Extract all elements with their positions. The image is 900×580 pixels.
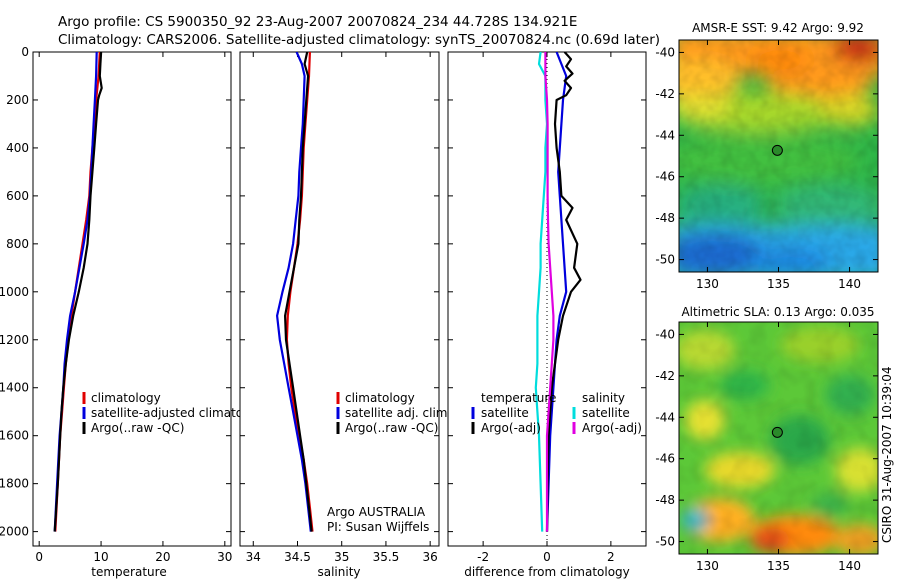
- difference-axis-ticks: -2 0 2: [448, 51, 646, 564]
- x-tick-label: 35: [334, 550, 349, 564]
- x-tick-label: 34: [246, 550, 261, 564]
- x-tick-label: 36: [423, 550, 438, 564]
- x-tick-label: 140: [838, 559, 861, 573]
- y-tick-label: 1800: [0, 477, 29, 491]
- series-line-temperature-argo-adj-: [545, 52, 582, 532]
- temperature-panel: 0 10 20 30 0 200 400 600 800 1000 1200 1400 1600 1800…: [0, 45, 269, 579]
- sla-map-title: Altimetric SLA: 0.13 Argo: 0.035: [681, 305, 874, 319]
- temperature-legend: climatology satellite-adjusted climatolo…: [82, 391, 269, 435]
- y-tick-label: -46: [655, 452, 675, 466]
- x-tick-label: 130: [696, 559, 719, 573]
- salinity-annotation-line1: Argo AUSTRALIA: [327, 505, 426, 519]
- y-tick-label: -50: [655, 535, 675, 549]
- x-tick-label: 10: [93, 550, 108, 564]
- series-line-argo-raw-qc-: [53, 52, 103, 532]
- y-tick-label: 1400: [0, 381, 29, 395]
- temperature-axes-box: [32, 51, 232, 547]
- y-tick-label: -50: [655, 253, 675, 267]
- y-tick-label: -48: [655, 493, 675, 507]
- x-tick-label: 30: [217, 550, 232, 564]
- y-tick-label: 800: [6, 237, 29, 251]
- x-tick-label: 140: [838, 277, 861, 291]
- series-line-temperature-satellite: [545, 52, 568, 532]
- temperature-xlabel: temperature: [91, 565, 166, 579]
- legend-label: climatology: [345, 391, 415, 405]
- x-tick-label: 135: [767, 559, 790, 573]
- y-tick-label: 400: [6, 141, 29, 155]
- sst-map-title: AMSR-E SST: 9.42 Argo: 9.92: [692, 21, 864, 35]
- sla-map-axis-ticks: 130 135 140 -40 -42 -44 -46 -48 -50: [655, 322, 878, 573]
- y-tick-label: 600: [6, 189, 29, 203]
- x-tick-label: 135: [767, 277, 790, 291]
- x-tick-label: 2: [607, 550, 615, 564]
- y-tick-label: 1000: [0, 285, 29, 299]
- difference-lines: [534, 52, 582, 540]
- series-line-salinity-argo-adj-: [544, 52, 555, 532]
- y-tick-label: 0: [21, 45, 29, 59]
- y-tick-label: -42: [655, 369, 675, 383]
- sst-map-axis-ticks: 130 135 140 -40 -42 -44 -46 -48 -50: [655, 40, 878, 291]
- salinity-legend: climatology satellite adj. clim. Argo(..…: [336, 391, 451, 435]
- series-line-salinity-satellite: [534, 52, 549, 532]
- y-tick-label: 200: [6, 93, 29, 107]
- legend-label: Argo(-adj): [582, 421, 642, 435]
- temperature-axis-ticks: 0 10 20 30 0 200 400 600 800 1000 1200 1400 1600 1800…: [0, 45, 232, 564]
- x-tick-label: 34.5: [284, 550, 311, 564]
- legend-group-title-temperature: temperature: [481, 391, 556, 405]
- legend-label: climatology: [91, 391, 161, 405]
- salinity-panel: 34 34.5 35 35.5 36 salinity climatology sate…: [239, 51, 451, 579]
- salinity-axis-ticks: 34 34.5 35 35.5 36: [240, 51, 439, 564]
- y-tick-label: -40: [655, 327, 675, 341]
- y-tick-label: -44: [655, 128, 675, 142]
- y-tick-label: -48: [655, 211, 675, 225]
- y-tick-label: -42: [655, 87, 675, 101]
- legend-label: Argo(-adj): [481, 421, 541, 435]
- argo-position-marker: [771, 426, 783, 438]
- legend-label: satellite adj. clim.: [345, 406, 451, 420]
- x-tick-label: 35.5: [373, 550, 400, 564]
- sla-map-field: [679, 322, 878, 554]
- legend-label: satellite-adjusted climatology: [91, 406, 269, 420]
- sst-map-panel: AMSR-E SST: 9.42 Argo: 9.92: [655, 21, 879, 291]
- y-tick-label: -46: [655, 170, 675, 184]
- salinity-annotation-line2: PI: Susan Wijffels: [327, 520, 429, 534]
- figure-title-line1: Argo profile: CS 5900350_92 23-Aug-2007 …: [58, 14, 577, 30]
- salinity-xlabel: salinity: [317, 565, 360, 579]
- y-tick-label: 1600: [0, 429, 29, 443]
- y-tick-label: 1200: [0, 333, 29, 347]
- temperature-lines: [53, 52, 103, 532]
- x-tick-label: -2: [477, 550, 489, 564]
- x-tick-label: 0: [543, 550, 551, 564]
- series-line-argo-raw-qc-: [284, 52, 313, 532]
- sla-map-panel: Altimetric SLA: 0.13 Argo: 0.035: [655, 305, 879, 573]
- figure-title-line2: Climatology: CARS2006. Satellite-adjuste…: [58, 32, 660, 48]
- x-tick-label: 20: [155, 550, 170, 564]
- legend-label: Argo(..raw -QC): [91, 421, 184, 435]
- sst-map-field: [679, 40, 878, 272]
- argo-position-marker: [771, 144, 783, 156]
- x-tick-label: 130: [696, 277, 719, 291]
- y-tick-label: -40: [655, 45, 675, 59]
- legend-label: satellite: [582, 406, 630, 420]
- legend-label: Argo(..raw -QC): [345, 421, 438, 435]
- salinity-lines: [276, 52, 314, 532]
- timestamp-label: CSIRO 31-Aug-2007 10:39:04: [880, 367, 894, 543]
- difference-legend: temperature satellite Argo(-adj) salinit…: [471, 391, 642, 435]
- legend-label: satellite: [481, 406, 529, 420]
- series-line-satellite-adj-clim-: [276, 52, 312, 532]
- salinity-axes-box: [239, 51, 440, 547]
- difference-panel: -2 0 2 difference from climatology tempera…: [447, 51, 647, 579]
- difference-xlabel: difference from climatology: [464, 565, 630, 579]
- y-tick-label: 2000: [0, 525, 29, 539]
- legend-group-title-salinity: salinity: [582, 391, 625, 405]
- y-tick-label: -44: [655, 410, 675, 424]
- x-tick-label: 0: [35, 550, 43, 564]
